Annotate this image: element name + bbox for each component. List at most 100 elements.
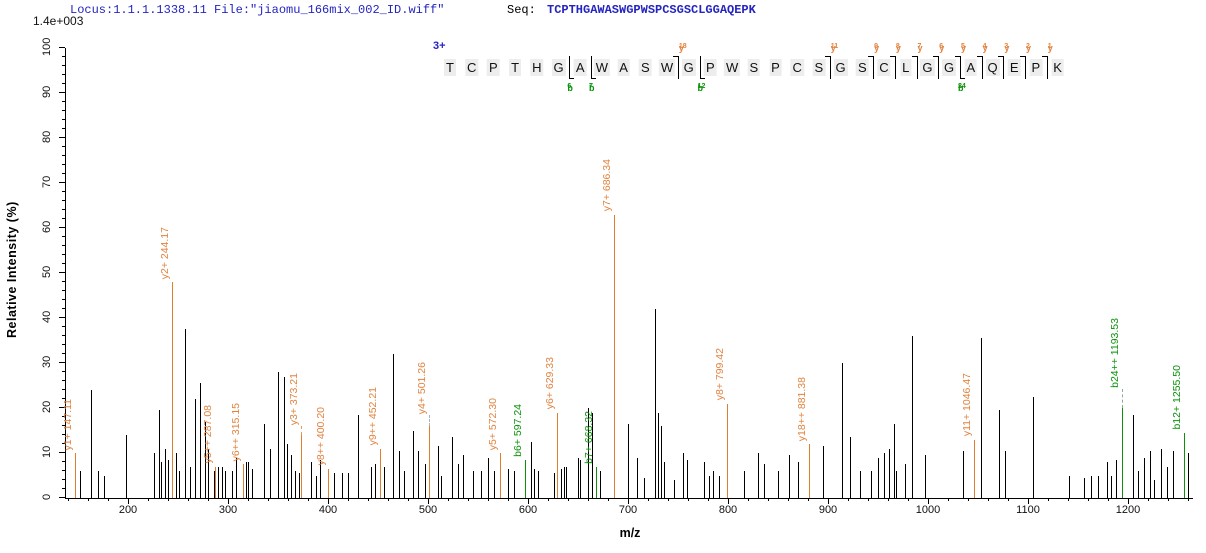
peak [278,372,279,498]
peak [185,329,186,498]
x-minor-tick [648,498,649,501]
fragment-divider [829,56,831,79]
peak [1154,480,1155,498]
residue-2: C [464,59,479,76]
fragment-divider [699,56,701,79]
residue-29: K [1051,59,1064,76]
peak-label: y2+ 244.17 [159,226,172,279]
x-major-tick [1128,498,1129,504]
y-ion-peak [727,403,729,498]
peak [683,453,684,498]
peak [458,464,459,498]
y-minor-tick [62,191,65,192]
peak [644,477,645,498]
x-minor-tick [788,498,789,501]
x-minor-tick [668,498,669,501]
x-minor-tick [408,498,409,501]
x-minor-tick [808,498,809,501]
y-ion-tick [933,56,939,57]
y-minor-tick [62,209,65,210]
fragment-divider [938,56,940,79]
y-minor-tick [62,146,65,147]
y-ion-peak [215,466,217,498]
peak [554,473,555,498]
peak [905,464,906,498]
fragment-divider [1046,56,1048,79]
y-minor-tick [62,164,65,165]
peak [999,410,1000,498]
peak [248,462,249,498]
y-ion-tick [672,56,678,57]
peak [1098,475,1099,498]
peak [316,475,317,498]
x-minor-tick [1148,498,1149,501]
peak [413,430,414,498]
x-minor-tick [1168,498,1169,501]
x-minor-tick [188,498,189,501]
fragment-divider [569,56,571,79]
b-ion-peak [1121,408,1123,498]
residue-24: G [942,59,957,76]
y-ion-tick [889,56,895,57]
peak [218,466,219,498]
fragment-divider [959,56,961,79]
peak [778,471,779,498]
peak [214,471,215,498]
peak-label: y8+ 799.42 [714,348,727,401]
peak [225,471,226,498]
y-ion-tick [824,56,830,57]
y-minor-tick [62,245,65,246]
x-minor-tick [488,498,489,501]
residue-5: H [530,59,544,76]
peak [1138,471,1139,498]
y-ion-peak [557,412,559,498]
x-minor-tick [588,498,589,501]
peak [655,309,656,498]
peak-label: y6+ 629.33 [544,357,557,410]
plot-area[interactable]: 200 300 400 500 600 700 800 900 1000 1100 1200 0 10 2… [41,38,1193,516]
peak [637,457,638,498]
x-tick-label: 200 [118,504,138,516]
peak [126,435,127,498]
x-minor-tick [768,498,769,501]
residue-20: S [855,59,869,76]
y-tick-label: 20 [41,400,53,414]
y-minor-tick [62,155,65,156]
residue-3: P [487,59,500,76]
peak-label: b12+ 1255.50 [1170,365,1183,430]
residue-7: A [573,59,587,76]
peak-label: b7+ 668.32 [583,410,596,464]
y-tick-label: 100 [41,37,53,57]
x-minor-tick [468,498,469,501]
peak [600,471,601,498]
x-minor-tick [448,498,449,501]
x-tick-label: 700 [618,504,638,516]
x-major-tick [828,498,829,504]
peak [441,475,442,498]
y-ion-tick [976,56,982,57]
x-axis-title: m/z [619,526,641,540]
peak-label: y4+ 501.26 [416,361,429,414]
x-minor-tick [888,498,889,501]
peak [246,462,247,498]
peak [823,446,824,498]
y-ion-tick [911,56,917,57]
y-major-tick [59,137,65,138]
peak [168,459,169,498]
y-major-tick [59,317,65,318]
y-minor-tick [62,173,65,174]
peak [850,437,851,498]
peak [1005,450,1006,498]
y-minor-tick [62,119,65,120]
peak [252,468,253,498]
residue-14: W [723,59,741,76]
label-leader-line [1121,389,1123,408]
x-minor-tick [368,498,369,501]
y-minor-tick [62,218,65,219]
fragment-divider [591,56,593,79]
residue-12: G [681,59,696,76]
y-ion-peak [429,426,431,498]
y-minor-tick [62,434,65,435]
peak [393,354,394,498]
